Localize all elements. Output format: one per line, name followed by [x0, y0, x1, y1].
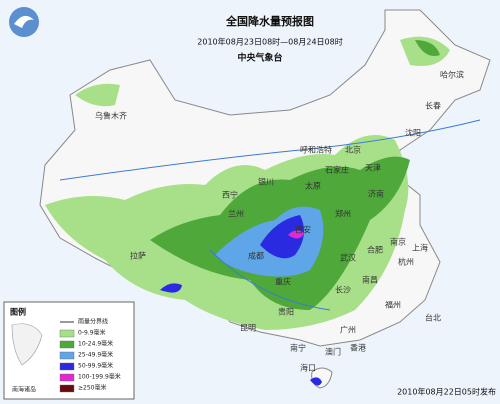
inset-map — [11, 323, 43, 366]
city-label: 西宁 — [222, 190, 238, 200]
legend-label: 10-24.9毫米 — [78, 340, 113, 348]
city-label: 杭州 — [398, 257, 414, 267]
city-label: 上海 — [412, 243, 428, 253]
title: 全国降水量预报图 — [225, 14, 314, 28]
city-label: 拉萨 — [130, 251, 146, 261]
legend-swatch — [59, 351, 75, 360]
legend-swatch — [59, 373, 75, 382]
city-label: 石家庄 — [325, 165, 349, 175]
legend-title: 图例 — [10, 307, 26, 317]
city-label: 沈阳 — [405, 128, 421, 138]
subtitle: 2010年08月23日08时—08月24日08时 — [197, 37, 342, 47]
city-label: 武汉 — [340, 253, 356, 263]
legend-label: 50-99.9毫米 — [78, 362, 113, 370]
legend-items: 雨量分界线 0-9.9毫米 10-24.9毫米 25-49.9毫米 50-99.9毫米 1… — [59, 318, 121, 393]
city-label: 太原 — [305, 181, 321, 191]
city-label: 呼和浩特 — [300, 145, 332, 155]
city-label: 重庆 — [275, 277, 291, 287]
city-label: 香港 — [350, 343, 366, 353]
legend-swatch — [59, 329, 75, 338]
river — [59, 119, 481, 311]
city-label: 广州 — [340, 325, 356, 335]
city-label: 北京 — [345, 145, 361, 155]
legend-label: 25-49.9毫米 — [78, 351, 113, 359]
city-label: 西安 — [295, 225, 311, 235]
legend-label: 100-199.9毫米 — [78, 373, 121, 381]
legend-label: 0-9.9毫米 — [78, 329, 106, 337]
legend-label: ≥250毫米 — [78, 384, 106, 392]
city-label: 台北 — [425, 313, 441, 323]
footer: 2010年08月22日05时发布 — [397, 387, 496, 397]
issuer: 中央气象台 — [237, 52, 282, 64]
city-label: 海口 — [300, 363, 316, 373]
city-label: 南昌 — [362, 275, 378, 285]
legend-swatch — [59, 362, 75, 371]
city-label: 乌鲁木齐 — [95, 111, 127, 121]
rain-area-moderate — [150, 40, 440, 310]
city-label: 郑州 — [335, 209, 351, 219]
city-label: 南宁 — [290, 343, 306, 353]
city-label: 贵阳 — [278, 307, 294, 317]
legend-label: 雨量分界线 — [78, 318, 108, 326]
city-label: 银川 — [258, 177, 274, 187]
city-label: 成都 — [248, 251, 264, 261]
city-label: 哈尔滨 — [440, 70, 464, 80]
rain-area-heavy-storm — [288, 230, 304, 239]
inset-label: 南海诸岛 — [12, 386, 36, 394]
city-label: 昆明 — [240, 324, 256, 333]
rain-area-light — [75, 36, 450, 107]
legend-swatch — [59, 340, 75, 349]
city-label: 济南 — [368, 189, 384, 199]
city-label: 福州 — [385, 301, 401, 310]
city-label: 长春 — [425, 101, 441, 111]
city-label: 长沙 — [335, 285, 351, 295]
city-label: 兰州 — [228, 209, 244, 219]
logo-mark — [14, 15, 34, 28]
city-label: 南京 — [390, 237, 406, 247]
city-label: 合肥 — [367, 245, 383, 255]
rain-area-storm — [160, 215, 322, 386]
city-label: 天津 — [365, 163, 381, 173]
legend-swatch — [59, 384, 75, 393]
city-label: 澳门 — [325, 347, 341, 357]
